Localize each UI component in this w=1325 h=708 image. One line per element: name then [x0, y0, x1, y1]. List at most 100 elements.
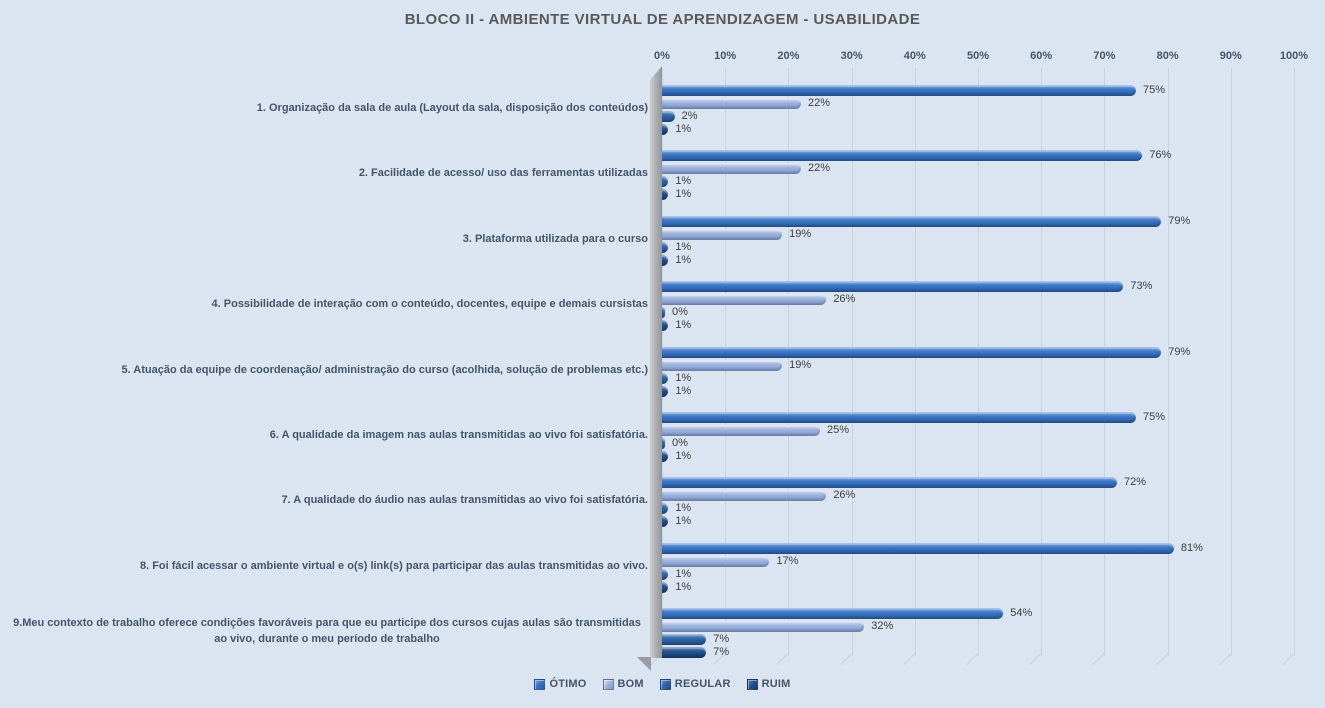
bar-value-label: 1%: [675, 580, 692, 593]
bar-ruim: [662, 516, 669, 528]
axis-tick-label: 0%: [654, 50, 670, 62]
bar-value-label: 7%: [713, 646, 730, 659]
bar-value-label: 22%: [808, 162, 831, 175]
bar-value-label: 1%: [675, 188, 692, 201]
bar-value-label: 26%: [833, 293, 856, 306]
bar-bom: [662, 359, 783, 371]
bar-value-label: 1%: [675, 253, 692, 266]
axis-tick-label: 100%: [1279, 50, 1309, 62]
bar-bom: [662, 98, 802, 109]
bar-value-label: 2%: [681, 110, 698, 122]
bar-value-label: 1%: [675, 371, 692, 384]
axis-tick-label: 80%: [1156, 50, 1179, 62]
legend-item-otimo: ÓTIMO: [534, 678, 586, 690]
bar-value-label: 75%: [1143, 84, 1166, 96]
bar-regular: [662, 634, 707, 646]
bar-ruim: [662, 254, 669, 266]
legend-color-swatch: [602, 678, 614, 690]
bar-value-label: 0%: [672, 306, 688, 319]
bar-value-label: 72%: [1124, 476, 1147, 489]
bar-value-label: 1%: [675, 502, 692, 515]
bar-bom: [662, 490, 827, 502]
bar-value-label: 1%: [675, 175, 692, 188]
category-label: 2. Facilidade de acesso/ uso das ferrame…: [358, 167, 648, 180]
bar-ruim: [662, 320, 669, 332]
bar-bom: [662, 621, 865, 633]
axis-tick-label: 30%: [840, 50, 863, 62]
bar-regular: [662, 241, 669, 253]
bar-bom: [662, 228, 783, 240]
bar-value-label: 19%: [789, 227, 812, 240]
legend-item-ruim: RUIM: [746, 678, 791, 690]
bar-ruim: [662, 647, 707, 659]
axis-tick-label: 70%: [1093, 50, 1116, 62]
category-label: 5. Atuação da equipe de coordenação/ adm…: [121, 363, 648, 376]
legend-label: RUIM: [761, 678, 791, 690]
bar-value-label: 1%: [675, 515, 692, 528]
gridline: [788, 68, 790, 656]
gridline: [1294, 68, 1295, 656]
bar-ruim: [662, 124, 669, 135]
bar-ruim: [662, 451, 669, 462]
bar-ruim: [662, 581, 669, 593]
axis-wall: [637, 66, 662, 671]
bar-value-label: 1%: [675, 450, 692, 462]
bar-bom: [662, 294, 827, 306]
legend-color-swatch: [746, 678, 758, 690]
bar-otimo: [662, 281, 1124, 293]
bar-bom: [662, 163, 802, 175]
category-label: 1. Organização da sala de aula (Layout d…: [256, 102, 648, 115]
category-label: 9.Meu contexto de trabalho oferece condi…: [13, 617, 641, 646]
category-label: 6. A qualidade da imagem nas aulas trans…: [269, 429, 648, 442]
bar-value-label: 26%: [833, 489, 856, 502]
bar-value-label: 1%: [675, 123, 692, 135]
gridline: [1104, 68, 1106, 656]
bar-value-label: 25%: [827, 424, 850, 436]
legend-label: ÓTIMO: [549, 678, 587, 690]
bar-value-label: 7%: [713, 633, 730, 646]
bar-value-label: 79%: [1168, 214, 1191, 227]
axis-tick-label: 20%: [777, 50, 800, 62]
bar-value-label: 54%: [1010, 607, 1033, 620]
bar-regular: [662, 372, 669, 384]
gridline: [1230, 68, 1232, 656]
axis-tick-label: 60%: [1030, 50, 1053, 62]
gridline: [1041, 68, 1043, 656]
axis-tick-label: 10%: [714, 50, 737, 62]
bar-otimo: [662, 215, 1162, 227]
gridline: [978, 68, 979, 656]
category-label: 4. Possibilidade de interação com o cont…: [211, 298, 648, 311]
bar-value-label: 79%: [1168, 345, 1191, 358]
axis-tick-label: 40%: [903, 50, 926, 62]
bar-value-label: 75%: [1143, 411, 1166, 423]
gridline: [851, 68, 853, 656]
bar-value-label: 22%: [808, 97, 831, 109]
category-label: 8. Foi fácil acessar o ambiente virtual …: [139, 559, 648, 572]
bar-value-label: 1%: [675, 567, 692, 580]
bar-otimo: [662, 477, 1118, 489]
category-label: 3. Plataforma utilizada para o curso: [462, 232, 648, 245]
bar-value-label: 1%: [675, 240, 692, 253]
bar-ruim: [662, 189, 669, 201]
legend: ÓTIMO BOM REGULAR RUIM: [0, 678, 1325, 690]
bar-regular: [662, 503, 669, 515]
bar-value-label: 17%: [776, 554, 799, 567]
bar-bom: [662, 555, 770, 567]
legend-color-swatch: [659, 678, 671, 690]
legend-label: BOM: [617, 678, 644, 690]
legend-item-bom: BOM: [602, 678, 644, 690]
legend-item-regular: REGULAR: [659, 678, 731, 690]
gridline: [914, 68, 916, 656]
bar-value-label: 1%: [675, 319, 692, 332]
bar-otimo: [662, 412, 1136, 423]
bar-value-label: 19%: [789, 358, 812, 371]
chart-title: BLOCO II - AMBIENTE VIRTUAL DE APRENDIZA…: [404, 11, 921, 28]
bar-value-label: 73%: [1130, 280, 1153, 293]
bar-value-label: 81%: [1180, 541, 1203, 554]
bar-regular: [662, 438, 665, 449]
legend-color-swatch: [534, 678, 546, 690]
bar-regular: [662, 176, 669, 188]
bar-bom: [662, 425, 820, 436]
